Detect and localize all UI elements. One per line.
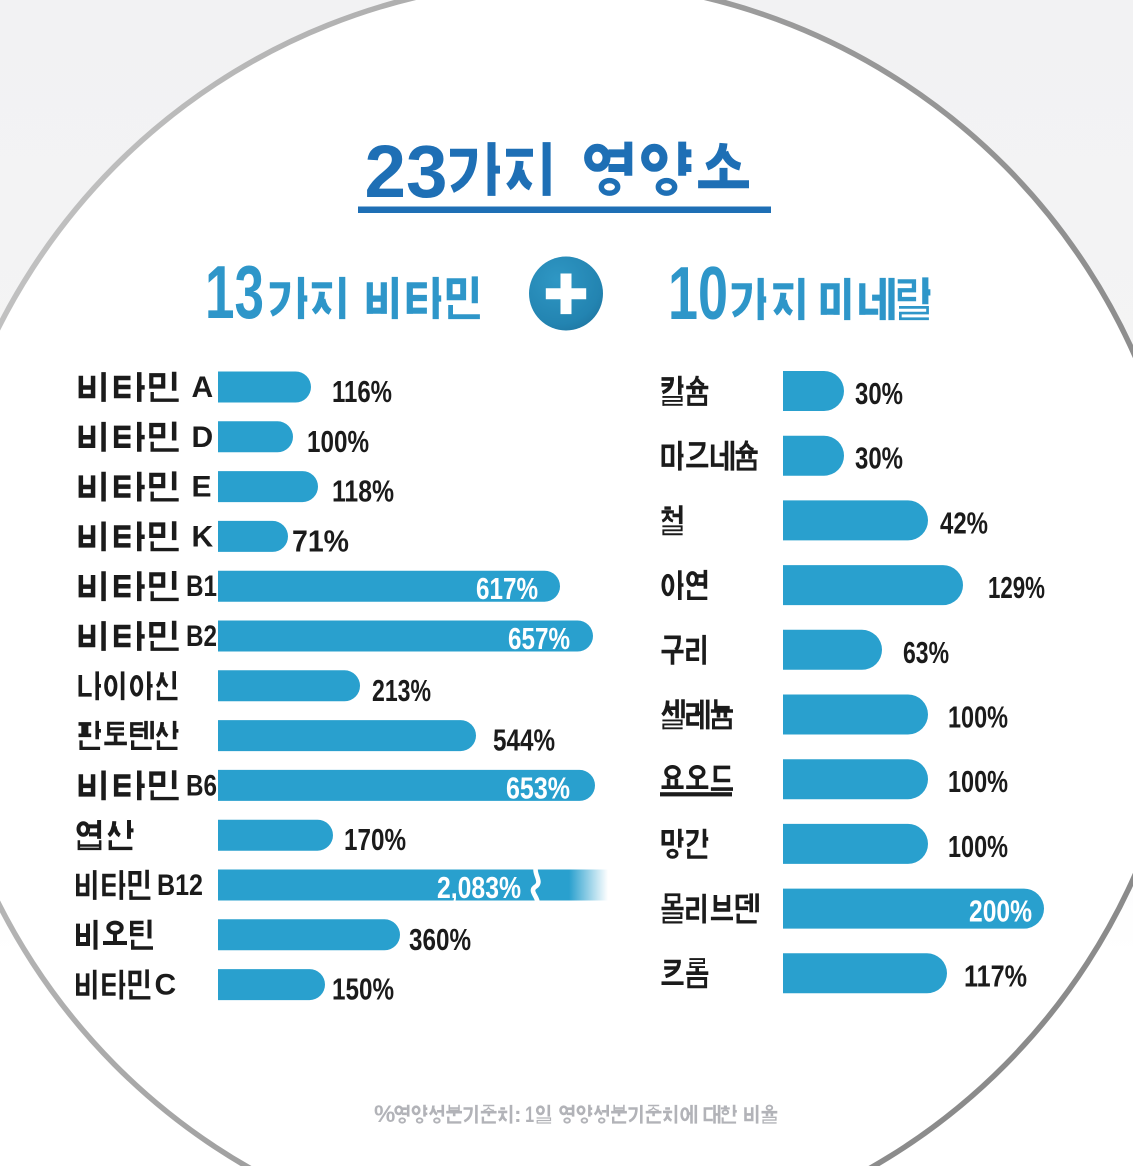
svg-text:B12: B12 <box>157 869 203 902</box>
svg-text:100%: 100% <box>948 829 1008 864</box>
svg-text:150%: 150% <box>332 972 394 1007</box>
svg-text:B1: B1 <box>186 570 217 603</box>
svg-text:10: 10 <box>668 251 728 335</box>
svg-text:C: C <box>155 969 177 1002</box>
svg-text:360%: 360% <box>409 922 471 957</box>
svg-text:118%: 118% <box>332 474 394 509</box>
svg-text:13: 13 <box>205 250 264 334</box>
svg-text:657%: 657% <box>508 621 570 656</box>
svg-text::: : <box>514 1102 521 1127</box>
svg-text:23: 23 <box>365 130 448 213</box>
svg-text:B6: B6 <box>186 769 217 802</box>
svg-text:1: 1 <box>525 1102 534 1127</box>
svg-text:200%: 200% <box>969 894 1032 929</box>
svg-text:42%: 42% <box>940 505 988 540</box>
svg-text:E: E <box>192 471 212 504</box>
svg-text:K: K <box>192 520 214 553</box>
svg-text:2,083%: 2,083% <box>437 870 521 905</box>
svg-text:%: % <box>374 1101 395 1128</box>
svg-text:71%: 71% <box>292 523 349 558</box>
svg-text:30%: 30% <box>855 376 903 411</box>
svg-text:63%: 63% <box>903 635 949 670</box>
svg-text:170%: 170% <box>344 822 406 857</box>
svg-text:B2: B2 <box>186 620 217 653</box>
svg-text:A: A <box>192 371 214 404</box>
svg-text:617%: 617% <box>476 571 538 606</box>
svg-text:116%: 116% <box>332 374 392 409</box>
svg-text:117%: 117% <box>964 958 1027 993</box>
svg-text:213%: 213% <box>372 673 431 708</box>
svg-text:100%: 100% <box>948 764 1008 799</box>
svg-text:129%: 129% <box>988 570 1045 605</box>
svg-text:100%: 100% <box>307 424 369 459</box>
svg-text:30%: 30% <box>855 441 903 476</box>
svg-text:D: D <box>192 421 214 454</box>
svg-text:544%: 544% <box>493 723 555 758</box>
svg-text:100%: 100% <box>948 700 1008 735</box>
svg-text:653%: 653% <box>506 770 570 805</box>
